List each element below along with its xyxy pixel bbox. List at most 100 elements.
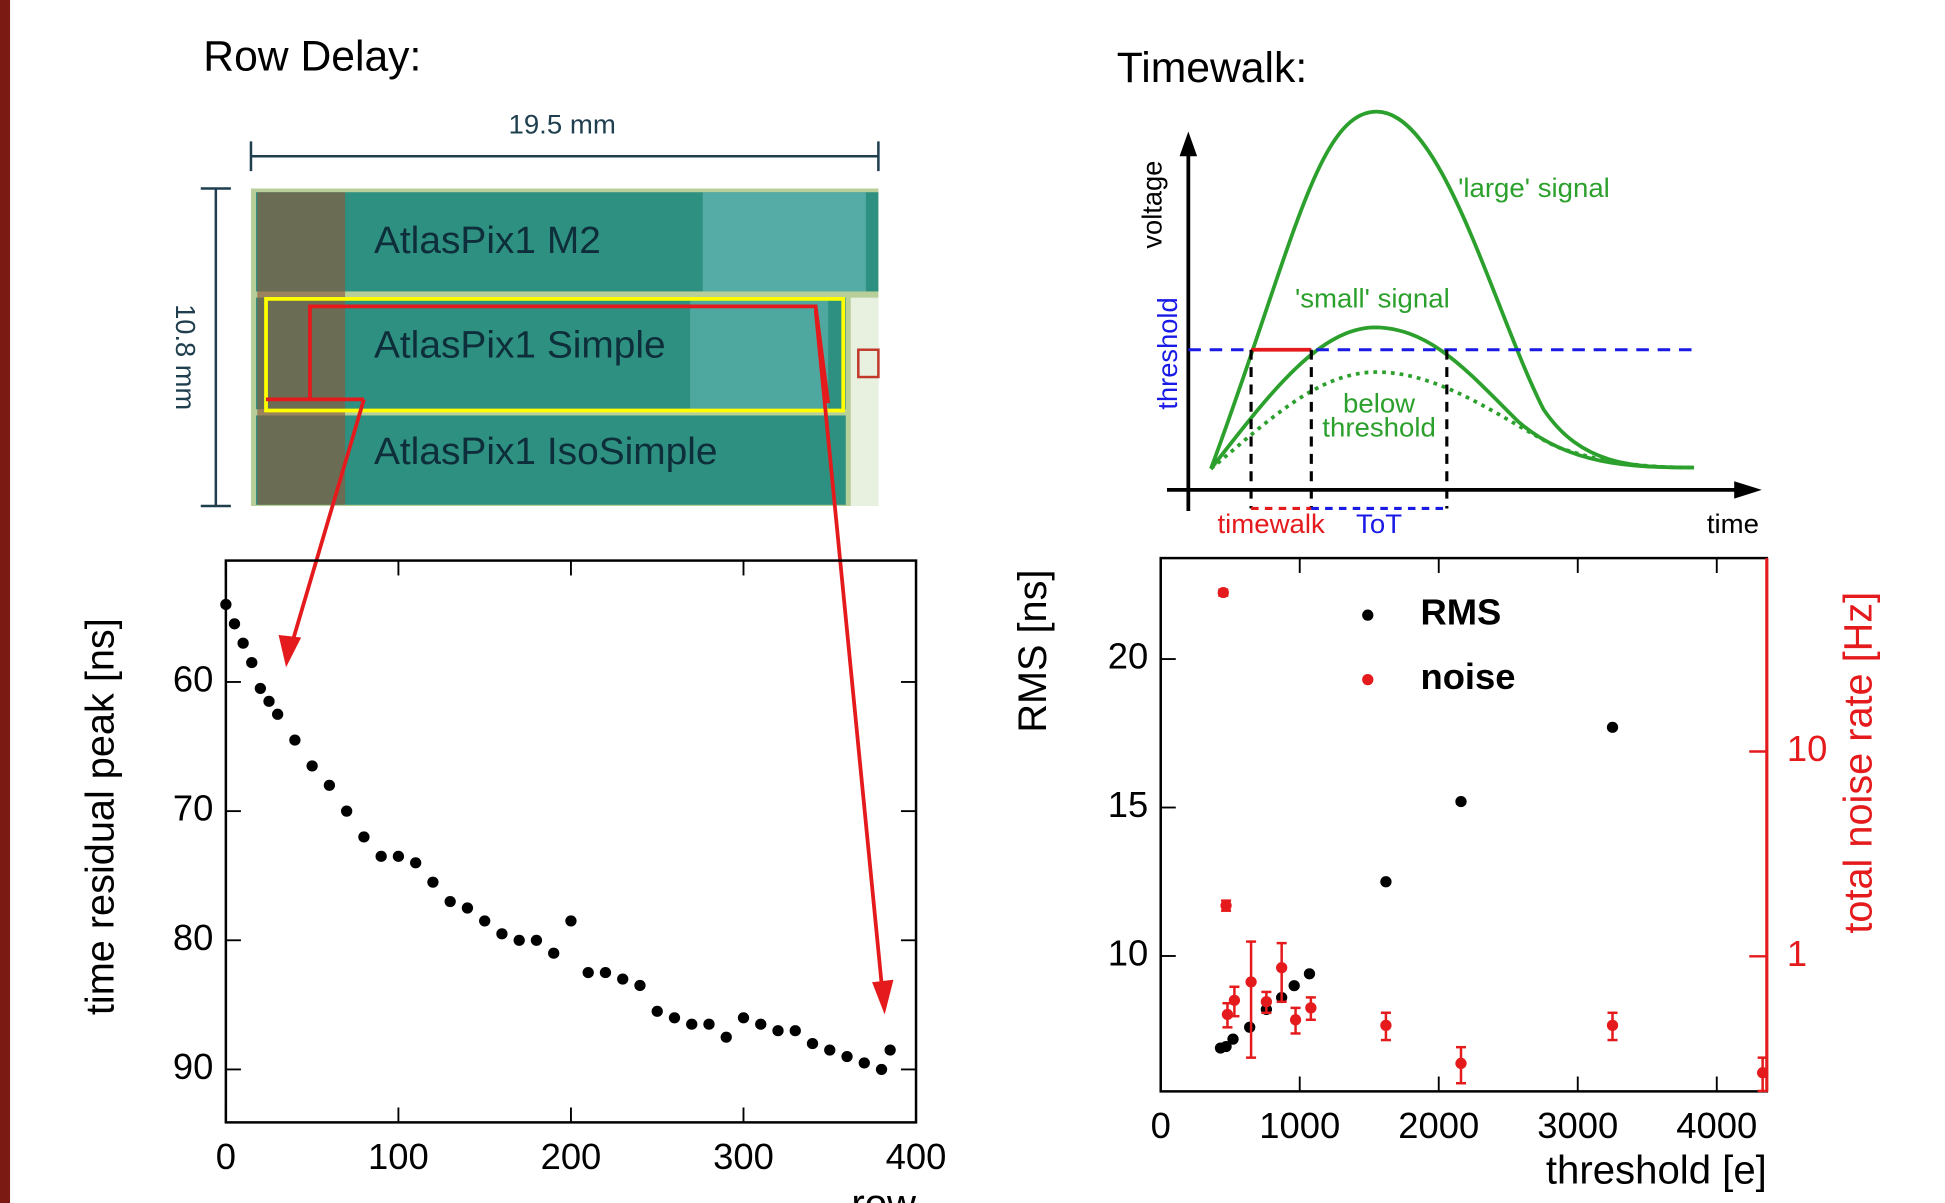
point	[755, 1018, 767, 1030]
x-tick-label: 200	[541, 1136, 602, 1177]
point	[686, 1018, 698, 1030]
curve-label: below	[1343, 388, 1415, 419]
point	[565, 915, 577, 927]
chip-label: AtlasPix1 IsoSimple	[374, 430, 718, 473]
point	[479, 915, 491, 927]
chip-diagram: 19.5 mm 10.8 mm AtlasPix1 M2 AtlasPix1 S…	[170, 109, 894, 1015]
axis-label: time	[1707, 508, 1759, 539]
arrow-head	[872, 979, 894, 1015]
point	[1305, 1002, 1317, 1014]
point	[582, 966, 594, 979]
y-axis-label: time residual peak [ns]	[78, 618, 122, 1015]
y-tick-label: 70	[173, 788, 213, 829]
x-tick-label: 100	[368, 1136, 429, 1177]
point	[617, 973, 629, 985]
point	[1380, 876, 1392, 888]
point	[496, 928, 508, 940]
curve-label: 'small' signal	[1295, 282, 1450, 313]
x-tick-label: 2000	[1398, 1105, 1479, 1146]
arrow-head	[278, 634, 302, 668]
point	[513, 934, 525, 946]
point	[875, 1063, 888, 1076]
point	[375, 850, 387, 862]
point	[1228, 994, 1241, 1006]
x-axis-label: row	[851, 1182, 916, 1203]
point	[246, 657, 258, 669]
dimension-label: 10.8 mm	[170, 304, 201, 410]
point	[789, 1025, 801, 1037]
y-tick-label: 10	[1108, 933, 1148, 974]
y-tick-label: 80	[173, 917, 213, 958]
point	[228, 618, 241, 630]
point	[427, 876, 439, 888]
point	[884, 1044, 896, 1056]
x-tick-label: 400	[886, 1136, 947, 1177]
point	[444, 895, 456, 908]
axis-label: voltage	[1137, 161, 1168, 249]
x-tick-label: 0	[1151, 1105, 1171, 1146]
point	[358, 831, 370, 843]
point	[263, 695, 275, 707]
side-bar	[0, 0, 11, 1203]
chip-band	[690, 297, 829, 410]
y2-tick-label: 1	[1787, 933, 1807, 974]
curve-label: threshold	[1322, 411, 1436, 442]
highlight	[266, 304, 831, 404]
arrow-head	[1734, 481, 1762, 499]
span-label: timewalk	[1217, 508, 1325, 539]
chip-label: AtlasPix1 Simple	[374, 324, 666, 367]
point	[341, 805, 353, 817]
point	[1756, 1067, 1769, 1079]
small-signal	[1209, 325, 1695, 470]
x-axis-label: threshold [e]	[1546, 1149, 1767, 1193]
chip-periphery	[257, 192, 346, 505]
title: Row Delay:	[203, 33, 421, 80]
point	[323, 779, 336, 791]
point	[1380, 1019, 1392, 1031]
curve-label: 'large' signal	[1458, 172, 1610, 203]
y-axis-label: RMS [ns]	[1011, 570, 1055, 733]
chip-pad	[857, 348, 880, 379]
chip-label: AtlasPix1 M2	[374, 219, 601, 262]
span-label: ToT	[1356, 508, 1402, 539]
point	[720, 1031, 732, 1043]
point	[737, 1012, 750, 1024]
point	[651, 1005, 663, 1017]
point	[1455, 1057, 1467, 1069]
point	[703, 1018, 715, 1030]
y-tick-label: 20	[1108, 636, 1148, 677]
point	[1220, 1040, 1232, 1053]
point	[1220, 899, 1232, 912]
dimension-label: 19.5 mm	[508, 109, 615, 140]
axis-label: threshold	[1152, 297, 1183, 409]
point	[599, 966, 612, 979]
point	[410, 857, 422, 869]
x-tick-label: 300	[713, 1136, 774, 1177]
point	[289, 734, 301, 746]
point	[1289, 1014, 1302, 1026]
point	[392, 850, 405, 862]
point	[1606, 1019, 1619, 1031]
point	[668, 1012, 681, 1024]
point	[254, 682, 267, 695]
x-tick-label: 3000	[1537, 1105, 1618, 1146]
point	[530, 934, 543, 946]
point	[824, 1044, 836, 1056]
y2-tick-label: 10	[1787, 728, 1827, 769]
y-tick-label: 60	[173, 659, 213, 700]
legend-marker	[1362, 609, 1374, 621]
point	[772, 1025, 784, 1037]
chip-periphery	[850, 297, 879, 507]
point	[1244, 1021, 1256, 1033]
point	[1303, 968, 1316, 980]
point	[306, 760, 318, 772]
legend-marker	[1362, 674, 1374, 686]
point	[634, 979, 646, 992]
x-tick-label: 1000	[1259, 1105, 1340, 1146]
chip-band	[702, 192, 866, 292]
point	[1276, 962, 1288, 974]
point	[1455, 795, 1467, 808]
legend-label: noise	[1420, 656, 1515, 697]
point	[1260, 996, 1273, 1008]
